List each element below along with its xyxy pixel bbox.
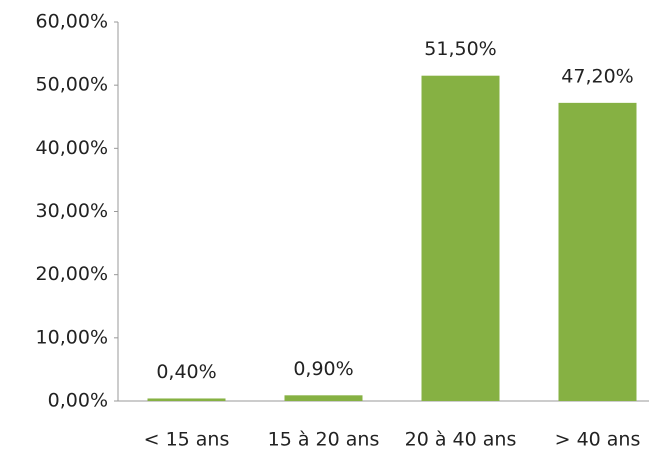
data-label: 51,50%: [424, 38, 496, 60]
x-tick-label: > 40 ans: [555, 429, 641, 451]
data-label: 47,20%: [561, 65, 633, 87]
x-tick-label: < 15 ans: [144, 429, 230, 451]
x-tick-label: 20 à 40 ans: [405, 429, 517, 451]
y-tick-label: 0,00%: [48, 390, 108, 412]
y-tick-label: 50,00%: [36, 74, 108, 96]
bar: [421, 75, 500, 402]
y-tick-label: 10,00%: [36, 326, 108, 348]
y-tick-label: 60,00%: [36, 11, 108, 33]
data-label: 0,90%: [293, 358, 353, 380]
bar: [147, 398, 226, 401]
x-tick-label: 15 à 20 ans: [268, 429, 380, 451]
y-tick-label: 20,00%: [36, 263, 108, 285]
data-label: 0,40%: [156, 361, 216, 383]
y-tick-label: 30,00%: [36, 200, 108, 222]
bar: [284, 395, 363, 401]
bar: [558, 102, 637, 401]
y-tick-label: 40,00%: [36, 137, 108, 159]
